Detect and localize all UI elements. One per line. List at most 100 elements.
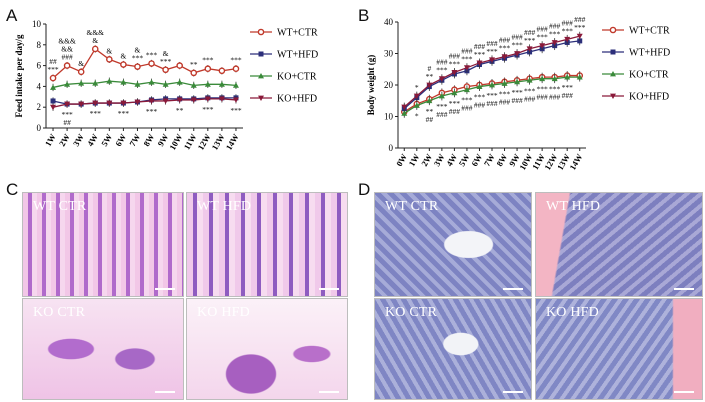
significance-label: *** bbox=[146, 107, 158, 116]
data-point bbox=[148, 98, 155, 104]
significance-label: *** bbox=[449, 59, 461, 68]
data-point bbox=[232, 82, 239, 88]
significance-label: & bbox=[163, 49, 169, 58]
legend-label: WT+HFD bbox=[629, 48, 670, 59]
data-point bbox=[50, 98, 56, 104]
x-tick-label: 6W bbox=[113, 132, 128, 148]
panel-letter-d: D bbox=[358, 180, 371, 199]
y-tick-label: 20 bbox=[384, 80, 394, 90]
x-tick-label: 10W bbox=[167, 132, 184, 152]
data-point bbox=[190, 82, 197, 88]
significance-label: ### bbox=[61, 53, 73, 62]
significance-label: *** bbox=[537, 85, 549, 94]
significance-label: *** bbox=[524, 36, 536, 45]
significance-label: # bbox=[427, 64, 431, 73]
significance-label: *** bbox=[461, 96, 473, 105]
x-tick-label: 5W bbox=[99, 132, 114, 148]
y-tick-label: 30 bbox=[384, 49, 394, 59]
significance-label: & bbox=[78, 59, 84, 68]
data-point bbox=[258, 51, 264, 57]
data-point bbox=[92, 80, 99, 86]
significance-label: ### bbox=[549, 93, 561, 102]
data-point bbox=[438, 76, 445, 82]
data-point bbox=[77, 68, 85, 76]
x-tick-label: 14W bbox=[567, 152, 584, 172]
significance-label: *** bbox=[486, 91, 498, 100]
significance-label: *** bbox=[511, 41, 523, 50]
significance-label: ### bbox=[474, 42, 486, 51]
data-point bbox=[551, 75, 558, 82]
x-tick-label: 8W bbox=[141, 132, 156, 148]
x-tick-label: 2W bbox=[419, 152, 434, 168]
series-line bbox=[52, 80, 237, 89]
significance-label: *** bbox=[549, 29, 561, 38]
significance-label: *** bbox=[562, 83, 574, 92]
data-point bbox=[120, 79, 127, 85]
significance-label: & bbox=[135, 46, 141, 55]
panel-letter-c: C bbox=[6, 180, 19, 199]
micrograph-c-wt-ctr: WT CTR bbox=[22, 192, 184, 297]
micrograph-label: WT HFD bbox=[197, 199, 252, 214]
significance-label: *** bbox=[499, 89, 511, 98]
significance-label: &&& bbox=[86, 28, 104, 37]
data-point bbox=[551, 40, 558, 46]
x-tick-label: 3W bbox=[71, 132, 86, 148]
data-point bbox=[501, 54, 508, 60]
data-point bbox=[120, 61, 127, 68]
data-point bbox=[451, 89, 458, 96]
data-point bbox=[134, 81, 141, 87]
micrograph-label: WT CTR bbox=[385, 199, 439, 214]
significance-label: ### bbox=[511, 33, 523, 42]
significance-label: ### bbox=[461, 47, 473, 56]
significance-label: *** bbox=[202, 56, 214, 65]
data-point bbox=[489, 57, 495, 63]
data-point bbox=[413, 93, 420, 100]
micrograph-c-ko-hfd: KO HFD bbox=[186, 298, 348, 400]
significance-label: *** bbox=[132, 54, 144, 63]
significance-label: *** bbox=[486, 47, 498, 56]
significance-label: *** bbox=[511, 88, 523, 97]
data-point bbox=[120, 100, 127, 107]
x-tick-label: 3W bbox=[432, 152, 447, 168]
data-point bbox=[91, 45, 99, 53]
x-tick-label: 1W bbox=[406, 152, 421, 168]
data-point bbox=[232, 97, 239, 103]
data-point bbox=[106, 78, 113, 84]
micrograph-d-wt-ctr: WT CTR bbox=[374, 192, 532, 297]
significance-label: ### bbox=[537, 93, 549, 102]
y-tick-label: 6 bbox=[37, 61, 42, 71]
micrograph-label: KO HFD bbox=[546, 305, 599, 320]
data-point bbox=[609, 26, 617, 34]
significance-label: *** bbox=[160, 57, 172, 66]
significance-label: *** bbox=[436, 102, 448, 111]
y-tick-label: 4 bbox=[37, 81, 42, 91]
data-point bbox=[50, 84, 57, 90]
data-point bbox=[564, 36, 571, 43]
significance-label: *** bbox=[549, 85, 561, 94]
data-point bbox=[134, 63, 141, 70]
significance-label: ### bbox=[524, 28, 536, 37]
data-point bbox=[204, 96, 211, 102]
data-point bbox=[413, 102, 420, 108]
significance-label: *** bbox=[118, 109, 130, 118]
data-point bbox=[190, 69, 198, 77]
significance-label: && bbox=[61, 45, 73, 54]
micrograph-label: KO CTR bbox=[33, 305, 86, 320]
data-point bbox=[232, 65, 240, 73]
x-tick-label: 5W bbox=[457, 152, 472, 168]
series-line bbox=[52, 98, 237, 108]
significance-label: ### bbox=[511, 96, 523, 105]
y-tick-label: 8 bbox=[37, 40, 42, 50]
significance-label: & bbox=[92, 36, 98, 45]
significance-label: ### bbox=[461, 104, 473, 113]
significance-label: *** bbox=[230, 56, 242, 65]
micrograph-c-ko-ctr: KO CTR bbox=[22, 298, 184, 400]
data-point bbox=[204, 65, 212, 73]
data-point bbox=[576, 74, 583, 80]
significance-label: *** bbox=[537, 33, 549, 42]
data-point bbox=[258, 95, 264, 101]
significance-label: ### bbox=[562, 91, 574, 100]
x-tick-label: 8W bbox=[494, 152, 509, 168]
x-tick-label: 4W bbox=[85, 132, 100, 148]
data-point bbox=[501, 80, 508, 86]
